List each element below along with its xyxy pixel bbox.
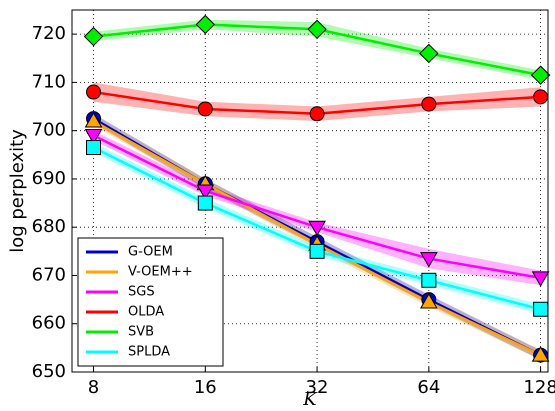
marker bbox=[309, 243, 325, 259]
marker bbox=[421, 272, 437, 288]
x-tick-label: 128 bbox=[523, 377, 555, 398]
marker bbox=[307, 19, 327, 40]
y-tick-label: 680 bbox=[32, 216, 66, 237]
x-axis-label: K bbox=[302, 389, 318, 410]
plot-frame bbox=[71, 9, 549, 373]
y-tick-label: 690 bbox=[32, 168, 66, 189]
marker bbox=[533, 89, 549, 105]
marker bbox=[419, 252, 438, 268]
y-axis-label: log perplexity bbox=[7, 129, 28, 253]
marker bbox=[419, 293, 438, 309]
y-tick-label: 710 bbox=[32, 71, 66, 92]
legend-label: G-OEM bbox=[128, 245, 173, 260]
y-tick-label: 700 bbox=[32, 120, 66, 141]
legend-label: SVB bbox=[128, 325, 154, 340]
marker bbox=[86, 84, 102, 100]
marker bbox=[196, 184, 215, 201]
marker bbox=[197, 195, 213, 211]
marker bbox=[530, 65, 551, 85]
x-tick-label: 32 bbox=[306, 377, 329, 398]
legend-label: SPLDA bbox=[128, 345, 170, 360]
marker bbox=[83, 26, 104, 47]
marker bbox=[197, 101, 213, 117]
marker bbox=[531, 346, 550, 362]
x-tick-label: 8 bbox=[88, 377, 99, 398]
legend-label: SGS bbox=[128, 285, 155, 300]
marker bbox=[531, 271, 550, 287]
legend: G-OEM V-OEM++ SGS OLDA SVB SPLDA bbox=[77, 237, 224, 367]
marker bbox=[84, 112, 103, 128]
legend-label: V-OEM++ bbox=[128, 265, 193, 280]
marker bbox=[84, 128, 103, 145]
marker bbox=[309, 106, 325, 122]
marker bbox=[195, 14, 216, 35]
marker bbox=[419, 43, 439, 64]
y-tick-label: 720 bbox=[32, 23, 66, 44]
y-tick-label: 660 bbox=[32, 313, 66, 334]
marker bbox=[86, 140, 102, 156]
x-tick-label: 16 bbox=[194, 377, 217, 398]
marker bbox=[533, 301, 549, 317]
legend-label: OLDA bbox=[128, 305, 164, 320]
marker bbox=[421, 96, 437, 112]
legend-box bbox=[77, 237, 224, 367]
y-tick-label: 670 bbox=[32, 264, 66, 285]
x-tick-label: 64 bbox=[417, 377, 440, 398]
y-tick-label: 650 bbox=[32, 361, 66, 382]
marker bbox=[308, 220, 326, 237]
